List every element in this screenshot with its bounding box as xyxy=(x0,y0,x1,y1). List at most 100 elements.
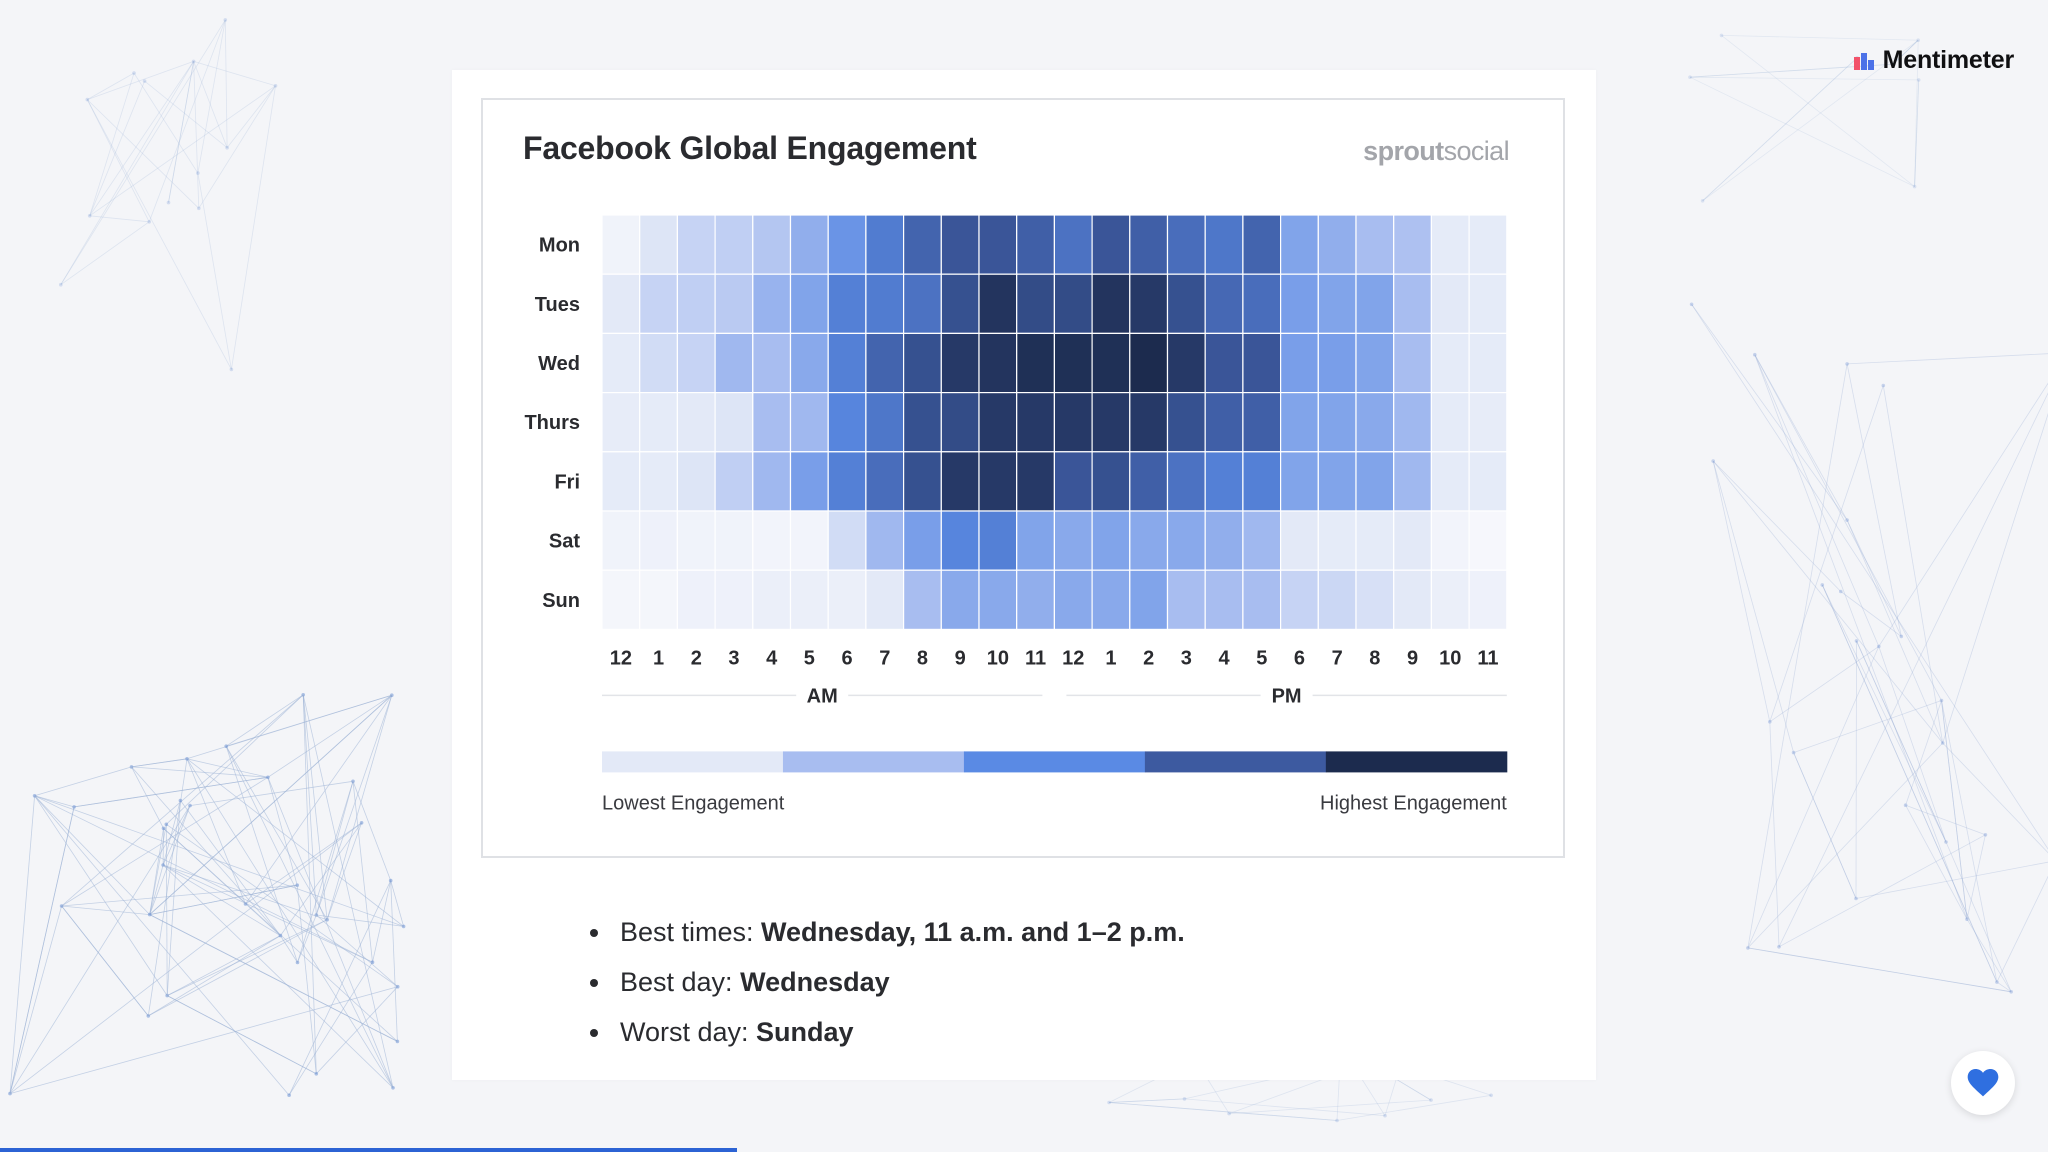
network-node xyxy=(225,145,229,150)
heatmap-cell xyxy=(789,273,829,334)
heatmap-cell xyxy=(1468,273,1508,334)
network-node xyxy=(287,1093,291,1097)
network-node xyxy=(223,18,228,22)
network-node xyxy=(1489,1093,1493,1098)
heatmap-cell xyxy=(1204,214,1244,275)
network-edge xyxy=(352,781,392,881)
row-label: Fri xyxy=(554,471,580,493)
heatmap-cell xyxy=(1016,273,1056,334)
network-edge xyxy=(302,694,317,916)
heatmap-cell xyxy=(1430,273,1470,334)
heatmap-cell xyxy=(714,332,754,394)
network-edge xyxy=(163,828,281,936)
reaction-heart-button[interactable] xyxy=(1951,1051,2015,1115)
heatmap-cell xyxy=(1091,392,1131,453)
network-edge xyxy=(162,864,394,1089)
heatmap-cell xyxy=(601,569,641,631)
network-node xyxy=(1881,383,1886,388)
heatmap-cell xyxy=(827,569,867,631)
network-edge xyxy=(390,880,404,927)
network-edge xyxy=(1184,1098,1386,1117)
heatmap-cell xyxy=(601,273,641,334)
heatmap-cell xyxy=(752,569,792,631)
heatmap-cell xyxy=(865,214,905,275)
network-edge xyxy=(1336,1094,1492,1121)
heatmap-cell xyxy=(1016,214,1056,275)
heatmap-cell xyxy=(601,214,641,275)
network-edge xyxy=(1855,640,1857,899)
heatmap-cell xyxy=(1166,510,1206,571)
network-edge xyxy=(1905,805,1968,920)
network-edge xyxy=(1966,918,2012,993)
heatmap-cell xyxy=(639,569,678,631)
network-edge xyxy=(1878,646,1947,843)
heatmap-cell xyxy=(827,392,867,453)
heatmap-cell xyxy=(639,510,678,571)
network-node xyxy=(266,775,270,780)
network-edge xyxy=(34,795,290,1096)
heatmap-cell xyxy=(940,273,980,334)
legend-swatch xyxy=(1325,751,1508,773)
network-edge xyxy=(1702,57,1858,202)
heatmap-cell xyxy=(978,510,1018,571)
network-node xyxy=(388,878,393,883)
column-label: 5 xyxy=(1256,647,1267,669)
source-logo-part2: social xyxy=(1443,136,1510,166)
heatmap-cell xyxy=(1053,273,1093,334)
heatmap-cell xyxy=(827,273,867,334)
heatmap-cell xyxy=(639,332,678,394)
heatmap-cell xyxy=(1317,273,1357,334)
heatmap-cell xyxy=(1393,214,1433,275)
heatmap-cell xyxy=(1317,451,1357,512)
network-node xyxy=(1711,459,1715,463)
network-edge xyxy=(1941,700,1968,920)
heatmap-cell xyxy=(676,451,716,512)
network-edge xyxy=(186,758,394,1089)
network-edge xyxy=(144,80,228,149)
heatmap-cell xyxy=(1468,451,1508,512)
heatmap-cell xyxy=(865,569,905,631)
network-node xyxy=(370,960,375,964)
heatmap-cell xyxy=(714,451,754,512)
heatmap-cell xyxy=(1355,214,1395,275)
network-node xyxy=(1877,644,1881,649)
heatmap-cell xyxy=(1053,332,1093,394)
heart-icon xyxy=(1967,1069,1999,1097)
insight-label: Best times: xyxy=(620,917,762,947)
network-edge xyxy=(297,914,317,963)
heatmap-cell xyxy=(827,451,867,512)
heatmap-cell xyxy=(714,214,754,275)
heatmap-cell xyxy=(752,392,792,453)
network-edge xyxy=(87,61,194,100)
network-edge xyxy=(1821,584,1947,843)
network-edge xyxy=(86,99,232,370)
network-node xyxy=(1753,352,1757,357)
network-edge xyxy=(1856,640,1947,843)
network-node xyxy=(147,220,151,224)
heatmap-cell xyxy=(1355,392,1395,453)
heatmap-cell xyxy=(865,510,905,571)
legend-swatch xyxy=(963,751,1146,773)
insight-label: Worst day: xyxy=(620,1017,757,1047)
network-edge xyxy=(149,828,164,915)
heatmap-cell xyxy=(752,451,792,512)
network-edge xyxy=(1747,363,1848,948)
network-edge xyxy=(1769,385,1884,722)
network-edge xyxy=(34,795,373,963)
heatmap-cell xyxy=(903,451,942,512)
heatmap-cell xyxy=(1279,332,1319,394)
heatmap-cell xyxy=(1016,451,1056,512)
sprout-social-logo: sproutsocial xyxy=(1363,136,1509,167)
heatmap-cell xyxy=(1016,569,1056,631)
column-label: 4 xyxy=(1218,647,1230,669)
network-edge xyxy=(1966,834,1986,920)
network-edge xyxy=(1769,646,1880,723)
heatmap-cell xyxy=(865,273,905,334)
network-edge xyxy=(61,776,269,907)
insight-value: Wednesday, 11 a.m. and 1–2 p.m. xyxy=(761,917,1185,947)
heatmap-cell xyxy=(940,451,980,512)
network-node xyxy=(2009,990,2013,994)
heatmap-cell xyxy=(903,214,942,275)
